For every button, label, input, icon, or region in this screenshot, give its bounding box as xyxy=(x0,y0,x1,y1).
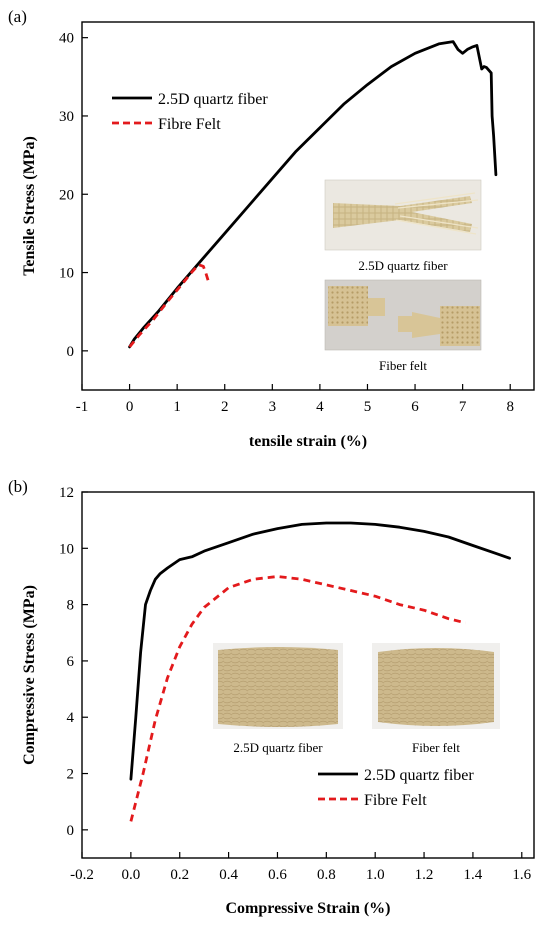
panel-b-y-tick-label: 2 xyxy=(67,767,75,783)
panel-b-series-group xyxy=(129,521,512,822)
inset-photo-felt-compression xyxy=(372,643,500,729)
panel-b-y-axis-title: Compressive Stress (MPa) xyxy=(21,585,38,765)
panel-a-legend: 2.5D quartz fiber Fibre Felt xyxy=(112,91,268,133)
panel-b-x-axis-title: Compressive Strain (%) xyxy=(225,900,390,917)
panel-a-y-tick-label: 30 xyxy=(59,109,74,125)
panel-a-y-tick-label: 0 xyxy=(67,344,75,360)
panel-b-y-tick-label: 0 xyxy=(67,823,75,839)
panel-a-x-axis-title: tensile strain (%) xyxy=(249,433,367,450)
panel-a-x-tick-label: 8 xyxy=(506,399,514,415)
panel-a-plot-frame xyxy=(81,21,535,391)
panel-a-x-tick-label: -1 xyxy=(76,399,89,415)
panel-b-x-tick-label: 0.6 xyxy=(268,867,287,883)
panel-b-x-tick-label: 0.2 xyxy=(170,867,189,883)
panel-a-inset-photos: 2.5D quartz fiber Fiber felt xyxy=(324,179,482,373)
panel-b-x-tick-label: 1.4 xyxy=(464,867,483,883)
panel-a-tensile: (a) -1 0 1 2 3 4 5 6 7 8 0 10 20 30 40 tensile strain… xyxy=(8,7,535,450)
panel-a-legend-label-felt: Fibre Felt xyxy=(158,116,221,133)
panel-b-plot-frame xyxy=(81,491,535,859)
panel-b-label: (b) xyxy=(8,477,28,496)
inset-photo-felt-tensile xyxy=(324,279,482,351)
panel-b-y-tick-label: 4 xyxy=(67,710,75,726)
panel-a-x-tick-label: 2 xyxy=(221,399,229,415)
panel-a-y-tick-label: 40 xyxy=(59,31,74,47)
panel-a-x-tick-label: 5 xyxy=(364,399,372,415)
panel-b-x-tick-label: 1.2 xyxy=(415,867,434,883)
panel-b-x-tick-label: -0.2 xyxy=(70,867,94,883)
inset-photo-quartz-compression xyxy=(213,643,343,729)
panel-a-y-tick-label: 10 xyxy=(59,266,74,282)
panel-a-y-tick-label: 20 xyxy=(59,187,74,203)
panel-b-legend: 2.5D quartz fiber Fibre Felt xyxy=(318,767,474,809)
panel-b-legend-label-felt: Fibre Felt xyxy=(364,792,427,809)
panel-b-series-line-quartz xyxy=(129,521,512,781)
panel-b-y-tick-label: 8 xyxy=(67,598,75,614)
panel-b-legend-label-quartz: 2.5D quartz fiber xyxy=(364,767,474,784)
panel-a-x-tick-label: 0 xyxy=(126,399,134,415)
panel-b-inset-photos: 2.5D quartz fiber Fiber felt xyxy=(213,643,500,755)
panel-a-y-ticks: 0 10 20 30 40 xyxy=(59,31,88,360)
panel-b-x-tick-label: 1.6 xyxy=(512,867,531,883)
panel-a-x-tick-label: 3 xyxy=(269,399,277,415)
panel-a-y-axis-title: Tensile Stress (MPa) xyxy=(21,136,38,276)
panel-a-x-tick-label: 7 xyxy=(459,399,467,415)
panel-a-x-tick-label: 6 xyxy=(411,399,419,415)
panel-a-x-tick-label: 4 xyxy=(316,399,324,415)
panel-b-x-ticks: -0.2 0.0 0.2 0.4 0.6 0.8 1.0 1.2 1.4 1.6 xyxy=(70,852,532,883)
panel-b-x-tick-label: 0.0 xyxy=(121,867,140,883)
panel-a-series-group xyxy=(128,40,498,349)
panel-b-y-tick-label: 10 xyxy=(59,541,74,557)
panel-b-compressive: (b) -0.2 0.0 0.2 0.4 0.6 0.8 1.0 1.2 1.4 1.6 0 2 4 6… xyxy=(8,477,535,917)
panel-b-inset-caption-felt: Fiber felt xyxy=(412,740,460,755)
panel-b-y-tick-label: 12 xyxy=(59,485,74,501)
panel-b-inset-caption-quartz: 2.5D quartz fiber xyxy=(233,740,323,755)
panel-a-legend-label-quartz: 2.5D quartz fiber xyxy=(158,91,268,108)
panel-b-y-ticks: 0 2 4 6 8 10 12 xyxy=(59,485,88,839)
panel-b-x-tick-label: 1.0 xyxy=(366,867,385,883)
panel-b-x-tick-label: 0.4 xyxy=(219,867,238,883)
panel-a-inset-caption-felt: Fiber felt xyxy=(379,358,427,373)
panel-a-inset-caption-quartz: 2.5D quartz fiber xyxy=(358,258,448,273)
panel-a-series-line-felt xyxy=(128,263,211,348)
panel-a-x-ticks: -1 0 1 2 3 4 5 6 7 8 xyxy=(76,384,514,415)
panel-a-label: (a) xyxy=(8,7,27,26)
panel-a-x-tick-label: 1 xyxy=(173,399,181,415)
panel-b-y-tick-label: 6 xyxy=(67,654,75,670)
inset-photo-quartz-tensile xyxy=(324,179,482,251)
panel-b-x-tick-label: 0.8 xyxy=(317,867,336,883)
